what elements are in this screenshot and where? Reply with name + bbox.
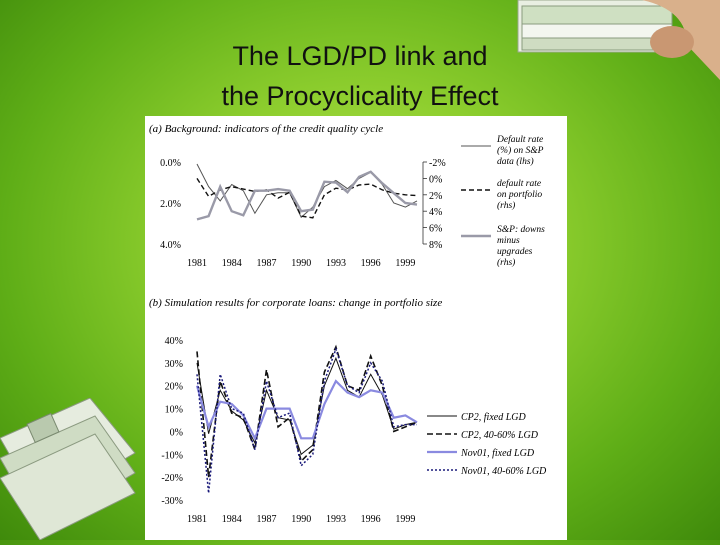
chart-b-legend-label: Nov01, fixed LGD [460,448,535,459]
chart-a-right-tick-label: 6% [429,224,442,235]
chart-a-x-tick-label: 1999 [395,258,415,269]
chart-a-x-tick-label: 1984 [222,258,242,269]
chart-b-y-tick-label: 20% [165,382,183,393]
chart-b-series-line-1 [196,356,418,456]
chart-b-x-tick-label: 1987 [256,514,276,525]
chart-a-legend-label: default rate on portfolio (rhs) [497,178,542,211]
money-stack-bottom-left-image [0,398,136,540]
chart-b-y-tick-label: -30% [161,496,183,507]
chart-b-x-tick-label: 1990 [291,514,311,525]
chart-a-legend-label: Default rate (%) on S&P data (lhs) [496,134,544,167]
chart-a-legend-label: S&P: downs minus upgrades (rhs) [497,225,545,268]
chart-b-y-tick-label: 30% [165,359,183,370]
chart-a: (a) Background: indicators of the credit… [149,123,545,269]
slide-title: The LGD/PD link and the Procyclicality E… [0,36,720,116]
chart-b-y-tick-label: -10% [161,450,183,461]
chart-b-x-tick-label: 1984 [222,514,242,525]
chart-b-y-tick-label: 0% [170,427,183,438]
chart-a-x-tick-label: 1993 [326,258,346,269]
chart-b-legend-label: CP2, 40-60% LGD [461,430,539,441]
chart-b-series-line-4 [196,346,417,494]
chart-a-x-tick-label: 1981 [187,258,207,269]
chart-b-x-tick-label: 1996 [361,514,381,525]
chart-b-x-tick-label: 1993 [326,514,346,525]
chart-b: (b) Simulation results for corporate loa… [149,297,547,525]
chart-figure: (a) Background: indicators of the credit… [149,123,547,525]
chart-panel: (a) Background: indicators of the credit… [145,116,567,540]
chart-b-title: (b) Simulation results for corporate loa… [149,297,442,309]
chart-b-series-line-2 [196,344,418,478]
chart-a-x-tick-label: 1996 [361,258,381,269]
chart-a-x-tick-label: 1987 [256,258,276,269]
chart-a-right-tick-label: 8% [429,240,442,251]
chart-b-legend-label: CP2, fixed LGD [461,412,526,423]
chart-a-title: (a) Background: indicators of the credit… [149,123,383,135]
chart-a-series-line-2 [196,178,418,219]
chart-a-right-tick-label: 0% [429,174,442,185]
slide-title-line-1: The LGD/PD link and [232,41,488,71]
chart-b-y-tick-label: -20% [161,473,183,484]
chart-b-y-tick-label: 10% [165,405,183,416]
chart-a-left-tick-label: 2.0% [160,199,181,210]
chart-a-right-tick-label: -2% [429,158,446,169]
chart-b-x-tick-label: 1999 [395,514,415,525]
chart-b-legend-label: Nov01, 40-60% LGD [460,466,547,477]
chart-b-series-line-3 [195,379,418,441]
slide-title-line-2: the Procyclicality Effect [221,81,499,111]
chart-b-y-tick-label: 40% [165,336,183,347]
chart-b-x-tick-label: 1981 [187,514,207,525]
chart-a-series-line-3 [196,170,418,221]
chart-a-x-tick-label: 1990 [291,258,311,269]
chart-a-left-tick-label: 4.0% [160,240,181,251]
money-stack-top-right-image [517,0,720,80]
chart-a-left-tick-label: 0.0% [160,158,181,169]
chart-a-right-tick-label: 2% [429,191,442,202]
chart-a-right-tick-label: 4% [429,207,442,218]
